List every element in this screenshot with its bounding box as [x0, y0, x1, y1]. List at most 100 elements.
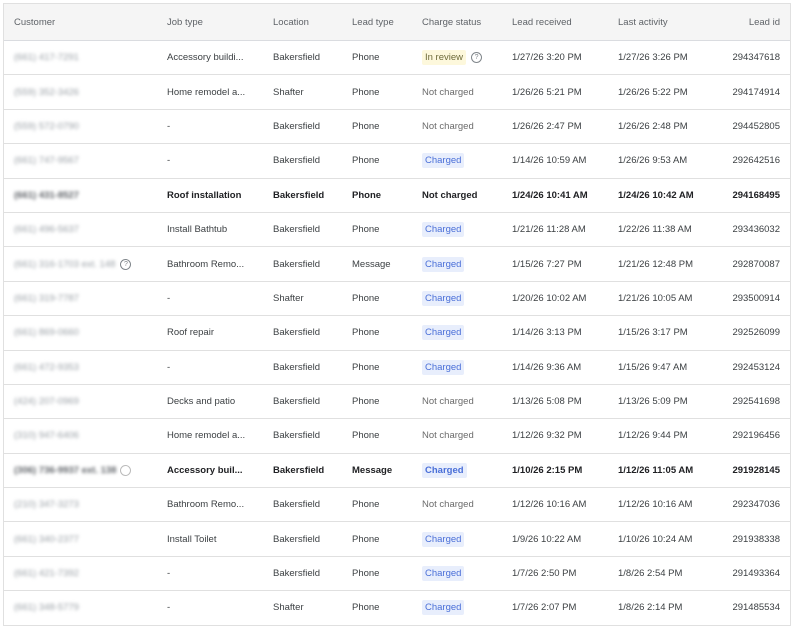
lead-received-cell: 1/12/26 10:16 AM [512, 487, 618, 523]
lead-received-cell: 1/7/26 2:07 PM [512, 590, 618, 626]
job-type-cell: - [167, 556, 273, 592]
status-badge: Charged [422, 462, 467, 478]
lead-type-cell: Phone [352, 40, 422, 76]
lead-id-cell: 292870087 [718, 246, 790, 282]
lead-id-cell: 294168495 [718, 178, 790, 213]
charge-status-cell: Charged [422, 350, 512, 385]
table-row[interactable]: (661) 747-9567 - Bakersfield Phone Charged 1/… [4, 143, 790, 179]
column-header-last-activity[interactable]: Last activity [618, 4, 718, 41]
lead-id-cell: 291485534 [718, 590, 790, 626]
customer-cell: (661) 747-9567 [4, 143, 167, 179]
column-header-location[interactable]: Location [273, 4, 352, 41]
location-cell: Bakersfield [273, 487, 352, 523]
customer-cell: (310) 947-6406 [4, 418, 167, 454]
table-row[interactable]: (661) 421-7392 - Bakersfield Phone Charged 1/… [4, 556, 790, 592]
column-header-charge-status[interactable]: Charge status [422, 4, 512, 41]
charge-status-cell: Charged [422, 246, 512, 282]
status-badge: Charged [422, 256, 465, 272]
table-row[interactable]: (210) 347-3273 Bathroom Remo... Bakersfiel… [4, 487, 790, 523]
table-row[interactable]: (661) 316-1703 ext. 148? Bathroom Remo...… [4, 246, 790, 282]
lead-received-cell: 1/7/26 2:50 PM [512, 556, 618, 592]
job-type-cell: Bathroom Remo... [167, 487, 273, 523]
lead-received-cell: 1/26/26 2:47 PM [512, 109, 618, 145]
customer-cell: (559) 352-3426 [4, 74, 167, 110]
column-header-customer[interactable]: Customer [4, 4, 167, 41]
customer-cell: (661) 417-7291 [4, 40, 167, 76]
help-icon[interactable]: ? [120, 258, 132, 270]
customer-cell: (424) 207-0969 [4, 384, 167, 420]
location-cell: Bakersfield [273, 556, 352, 592]
status-badge: Not charged [422, 396, 474, 408]
status-badge: Charged [422, 222, 465, 238]
customer-phone: (661) 316-1703 ext. 148 [14, 258, 116, 270]
last-activity-cell: 1/27/26 3:26 PM [618, 40, 718, 76]
lead-type-cell: Phone [352, 556, 422, 592]
table-row[interactable]: (661) 472-9353 - Bakersfield Phone Charged 1/… [4, 350, 790, 385]
column-header-lead-type[interactable]: Lead type [352, 4, 422, 41]
lead-type-cell: Phone [352, 74, 422, 110]
last-activity-cell: 1/21/26 10:05 AM [618, 281, 718, 317]
customer-cell: (661) 431-8527 [4, 178, 167, 213]
location-cell: Shafter [273, 590, 352, 626]
lead-received-cell: 1/14/26 3:13 PM [512, 315, 618, 351]
lead-type-cell: Message [352, 453, 422, 489]
table-row[interactable]: (661) 348-5779 - Shafter Phone Charged 1/7/26… [4, 590, 790, 626]
job-type-cell: - [167, 350, 273, 385]
job-type-cell: Decks and patio [167, 384, 273, 420]
customer-phone: (661) 348-5779 [14, 602, 79, 614]
job-type-cell: - [167, 143, 273, 179]
lead-type-cell: Phone [352, 521, 422, 557]
lead-type-cell: Phone [352, 109, 422, 145]
last-activity-cell: 1/26/26 9:53 AM [618, 143, 718, 179]
lead-id-cell: 294347618 [718, 40, 790, 76]
table-row[interactable]: (661) 340-2377 Install Toilet Bakersfield P… [4, 521, 790, 557]
leads-table: Customer Job type Location Lead type Charge … [4, 4, 790, 626]
customer-phone: (661) 431-8527 [14, 189, 79, 201]
table-row[interactable]: (661) 431-8527 Roof installation Bakersfie… [4, 178, 790, 213]
table-row[interactable]: (559) 572-0790 - Bakersfield Phone Not charg… [4, 109, 790, 145]
table-row[interactable]: (661) 496-5637 Install Bathtub Bakersfield… [4, 212, 790, 248]
help-icon[interactable]: ? [471, 52, 483, 64]
lead-type-cell: Phone [352, 143, 422, 179]
last-activity-cell: 1/8/26 2:14 PM [618, 590, 718, 626]
status-badge: Charged [422, 290, 465, 306]
customer-cell: (661) 472-9353 [4, 350, 167, 385]
charge-status-cell: Charged [422, 521, 512, 557]
last-activity-cell: 1/15/26 9:47 AM [618, 350, 718, 385]
lead-type-cell: Phone [352, 315, 422, 351]
column-header-lead-id[interactable]: Lead id [718, 4, 790, 41]
last-activity-cell: 1/26/26 2:48 PM [618, 109, 718, 145]
column-header-job-type[interactable]: Job type [167, 4, 273, 41]
charge-status-cell: Charged [422, 212, 512, 248]
lead-id-cell: 292453124 [718, 350, 790, 385]
lead-received-cell: 1/10/26 2:15 PM [512, 453, 618, 489]
last-activity-cell: 1/12/26 10:16 AM [618, 487, 718, 523]
job-type-cell: Install Toilet [167, 521, 273, 557]
customer-phone: (661) 496-5637 [14, 224, 79, 236]
column-header-lead-received[interactable]: Lead received [512, 4, 618, 41]
charge-status-cell: Not charged [422, 418, 512, 454]
customer-phone: (661) 319-7787 [14, 292, 79, 304]
lead-type-cell: Phone [352, 212, 422, 248]
table-row[interactable]: (661) 417-7291 Accessory buildi... Bakersf… [4, 40, 790, 76]
customer-phone: (661) 869-0660 [14, 327, 79, 339]
customer-cell: (661) 496-5637 [4, 212, 167, 248]
table-row[interactable]: (661) 869-0660 Roof repair Bakersfield Phon… [4, 315, 790, 351]
status-badge: Not charged [422, 86, 474, 98]
lead-type-cell: Phone [352, 350, 422, 385]
table-row[interactable]: (661) 319-7787 - Shafter Phone Charged 1/20/2… [4, 281, 790, 317]
customer-phone: (661) 421-7392 [14, 568, 79, 580]
location-cell: Bakersfield [273, 40, 352, 76]
status-badge: Not charged [422, 120, 474, 132]
table-row[interactable]: (310) 947-6406 Home remodel a... Bakersfie… [4, 418, 790, 454]
table-row[interactable]: (424) 207-0969 Decks and patio Bakersfield… [4, 384, 790, 420]
table-row[interactable]: (306) 736-9937 ext. 138 Accessory buil...… [4, 453, 790, 489]
location-cell: Bakersfield [273, 384, 352, 420]
table-row[interactable]: (559) 352-3426 Home remodel a... Shafter Ph… [4, 74, 790, 110]
lead-id-cell: 292196456 [718, 418, 790, 454]
status-badge: Charged [422, 359, 465, 375]
job-type-cell: - [167, 109, 273, 145]
location-cell: Bakersfield [273, 521, 352, 557]
job-type-cell: Install Bathtub [167, 212, 273, 248]
lead-received-cell: 1/14/26 9:36 AM [512, 350, 618, 385]
